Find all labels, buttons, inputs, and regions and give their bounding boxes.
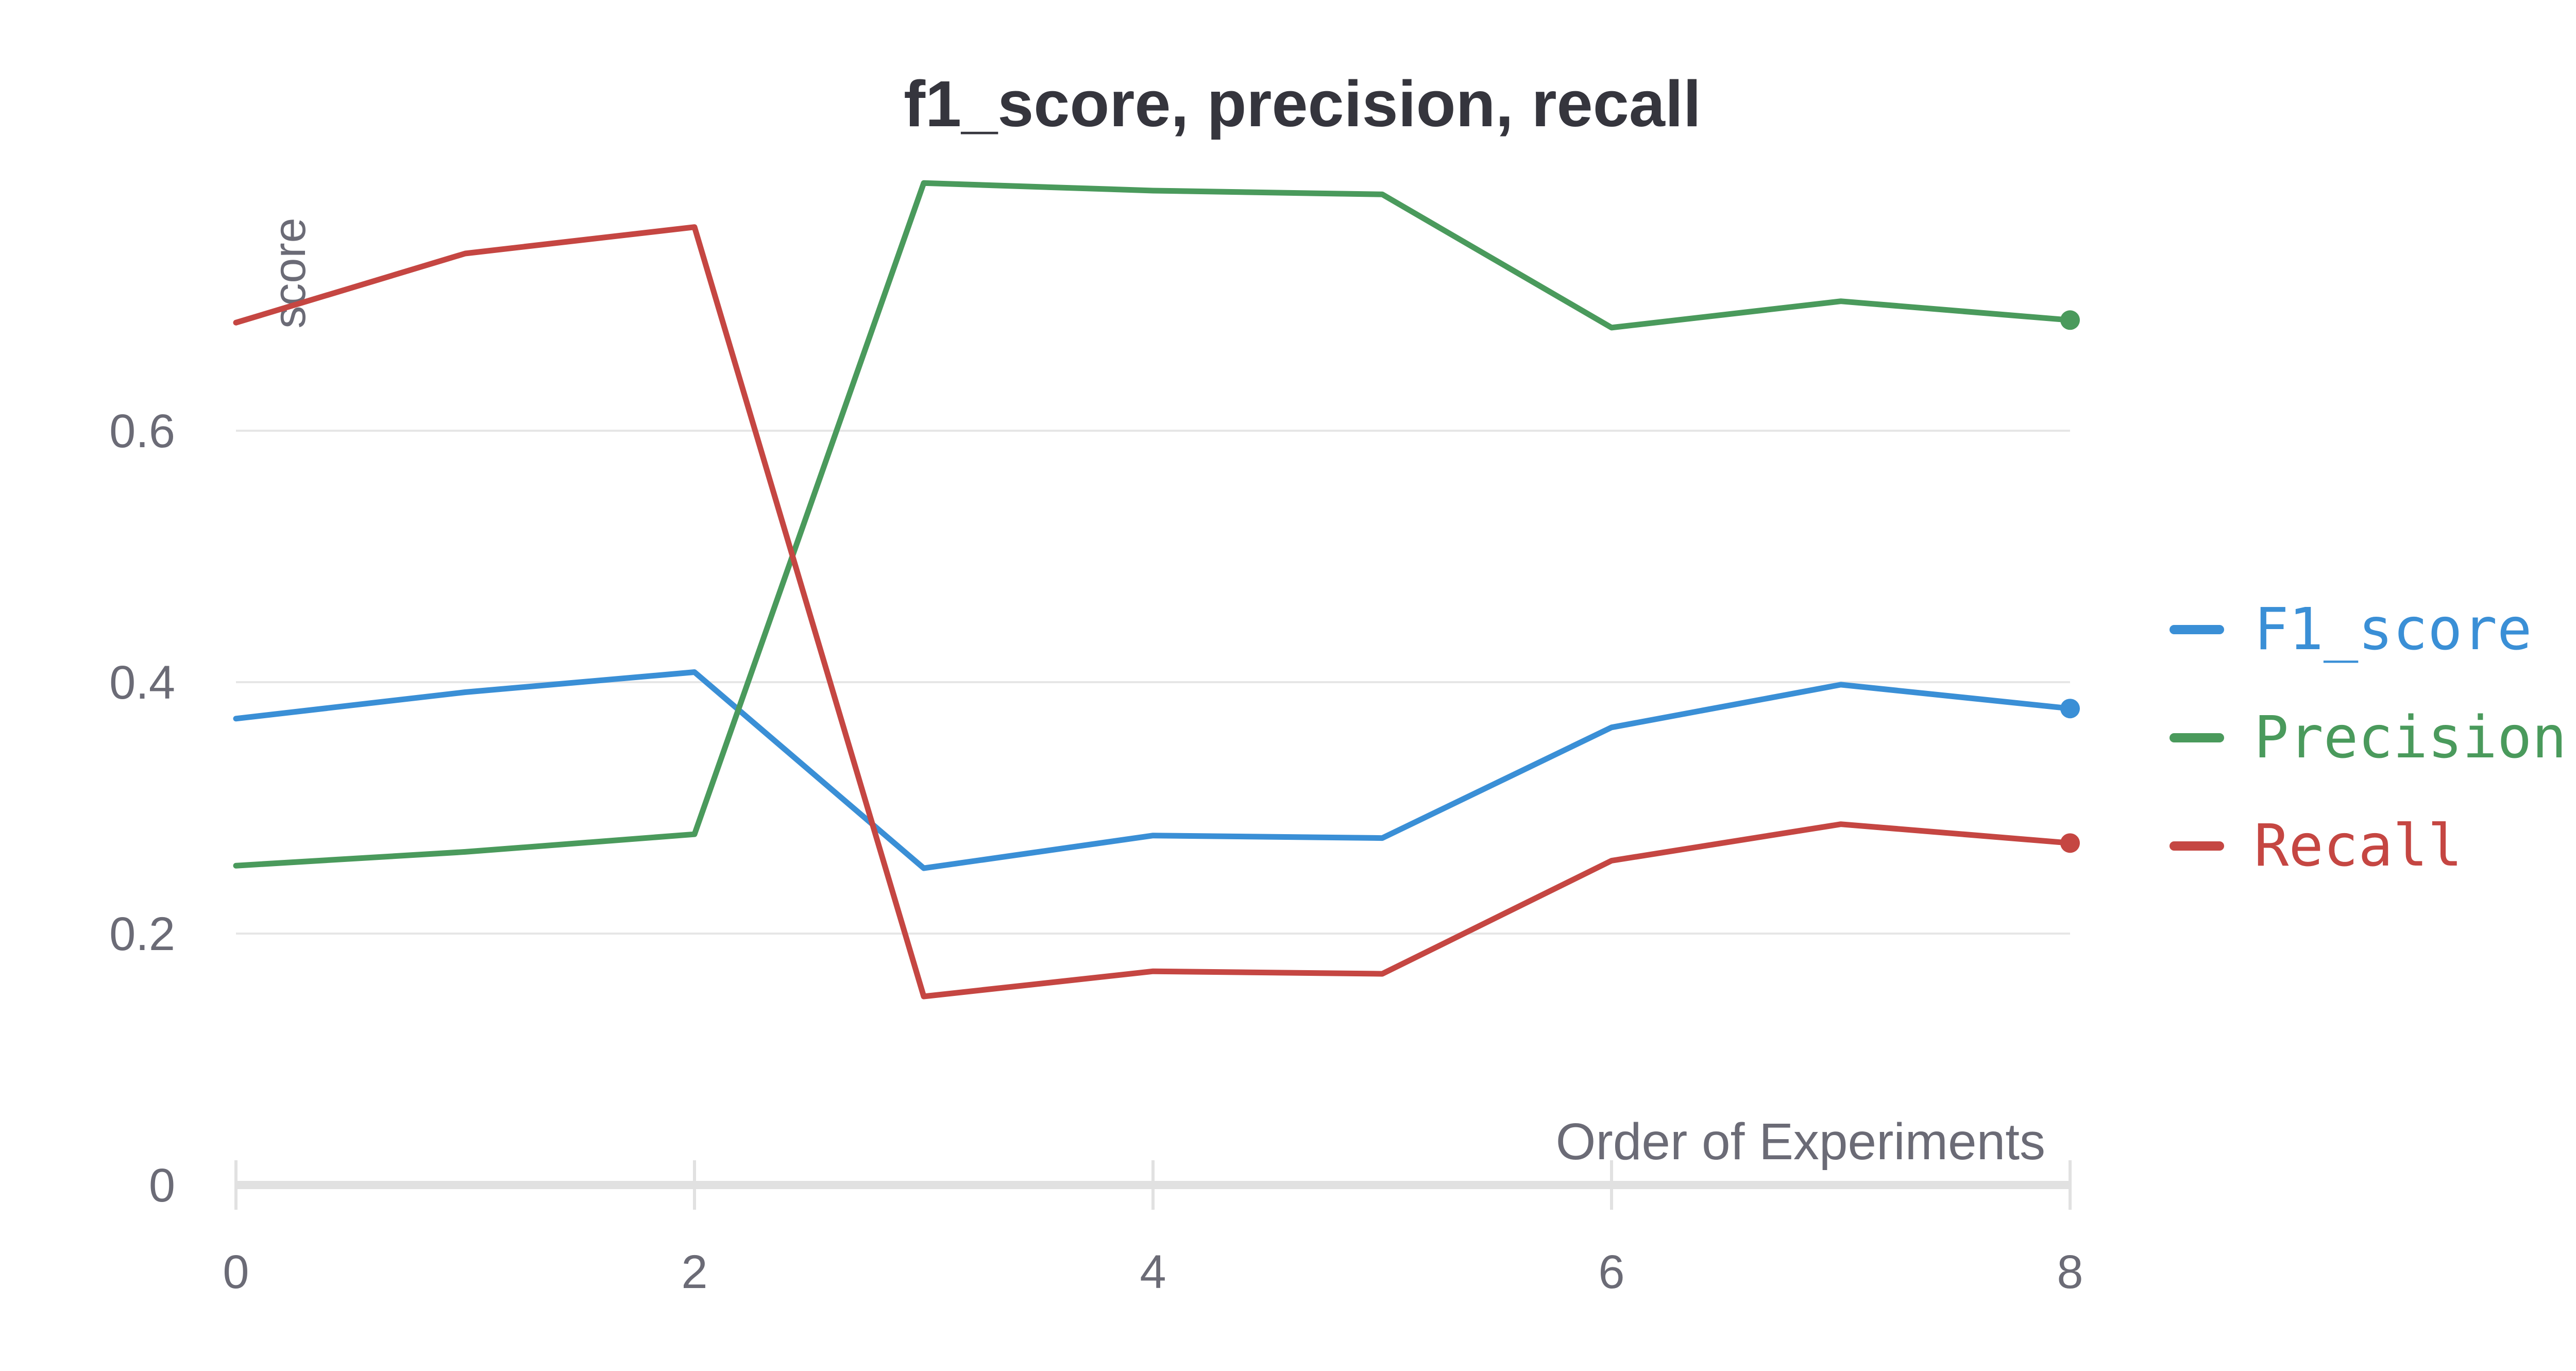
y-tick-label: 0 xyxy=(149,1159,175,1212)
legend-label[interactable]: Precision xyxy=(2254,704,2567,771)
series-line-precision xyxy=(233,180,2073,869)
x-axis-label: Order of Experiments xyxy=(1556,1113,2045,1171)
x-tick-label: 4 xyxy=(1140,1246,1166,1298)
series-layer xyxy=(233,180,2080,1000)
x-tick-label: 0 xyxy=(223,1246,249,1298)
legend: F1_score Precision Recall xyxy=(2170,596,2567,879)
series-end-point xyxy=(2060,310,2080,330)
chart-title: f1_score, precision, recall xyxy=(904,67,1701,140)
x-tick-label: 2 xyxy=(681,1246,707,1298)
axis-layer: f1_score, precision, recall score Order … xyxy=(109,67,2083,1298)
grid-layer xyxy=(236,430,2070,935)
series-end-point xyxy=(2060,833,2080,853)
y-tick-label: 0.6 xyxy=(109,405,175,458)
legend-label[interactable]: F1_score xyxy=(2254,596,2532,663)
x-tick-label: 8 xyxy=(2057,1246,2083,1298)
legend-label[interactable]: Recall xyxy=(2254,813,2463,879)
x-tick-label: 6 xyxy=(1598,1246,1624,1298)
series-line-recall xyxy=(233,224,2073,1000)
y-tick-label: 0.4 xyxy=(109,656,175,709)
series-line-f1-score xyxy=(233,669,2073,871)
series-end-point xyxy=(2060,699,2080,719)
y-tick-label: 0.2 xyxy=(109,908,175,960)
